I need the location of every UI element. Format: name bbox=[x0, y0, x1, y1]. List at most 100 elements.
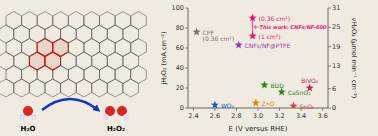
y-tick-label: 40 bbox=[176, 64, 184, 72]
y-tick bbox=[185, 28, 188, 29]
hexagon bbox=[123, 52, 139, 70]
hexagon bbox=[107, 52, 123, 70]
hexagon bbox=[22, 39, 38, 57]
defect-hexagon bbox=[53, 39, 69, 57]
x-tick-label: 2.6 bbox=[210, 112, 220, 120]
star-point bbox=[260, 81, 268, 89]
x-tick-label: 3.4 bbox=[296, 112, 306, 120]
x-tick-label: 3.0 bbox=[253, 112, 263, 120]
x-tick-label: 3.2 bbox=[274, 112, 284, 120]
point-label: (0.36 cm²) bbox=[259, 15, 291, 22]
hexagon bbox=[14, 79, 30, 97]
hexagon bbox=[123, 25, 139, 43]
y-tick-label: 100 bbox=[172, 4, 184, 12]
hexagon bbox=[131, 12, 147, 30]
hexagon bbox=[45, 25, 61, 43]
y-tick bbox=[185, 108, 188, 109]
hexagon bbox=[68, 39, 84, 57]
hexagon bbox=[14, 52, 30, 70]
y-tick bbox=[185, 8, 188, 9]
hexagon bbox=[29, 25, 45, 43]
star-point bbox=[193, 28, 201, 36]
point-label: ZnO bbox=[262, 100, 275, 107]
hexagon bbox=[84, 12, 100, 30]
hexagon bbox=[0, 25, 14, 43]
hexagon bbox=[61, 25, 77, 43]
y-tick bbox=[185, 48, 188, 49]
hexagon bbox=[115, 12, 131, 30]
y2-tick-label: 6 bbox=[332, 85, 336, 93]
y2-tick bbox=[328, 46, 331, 47]
x-tick-label: 2.8 bbox=[231, 112, 241, 120]
point-label: (0.36 cm²) bbox=[203, 35, 235, 42]
hexagon bbox=[29, 79, 45, 97]
x-axis-label: E (V versus RHE) bbox=[229, 125, 288, 133]
hexagon bbox=[61, 79, 77, 97]
point-label: CNFs/NF@PTFE bbox=[245, 42, 291, 50]
hexagon bbox=[76, 25, 92, 43]
hexagon bbox=[84, 39, 100, 57]
y-tick bbox=[185, 88, 188, 89]
graphene-lattice bbox=[0, 12, 146, 98]
y2-tick-label: 19 bbox=[332, 43, 340, 51]
y2-axis-label: vH₂O₂ (μmol min⁻¹ cm⁻²) bbox=[350, 18, 358, 99]
hexagon bbox=[45, 79, 61, 97]
y-tick-label: 60 bbox=[176, 44, 184, 52]
hexagon bbox=[100, 12, 116, 30]
hexagon bbox=[6, 12, 22, 30]
hexagon bbox=[37, 12, 53, 30]
star-point bbox=[252, 99, 260, 107]
x-tick bbox=[193, 108, 194, 111]
x-tick bbox=[258, 108, 259, 111]
point-label: SnO₂ bbox=[300, 103, 315, 110]
hexagon bbox=[107, 25, 123, 43]
point-label: CaSnO₃ bbox=[288, 89, 311, 96]
y-tick-label: 80 bbox=[176, 24, 184, 32]
x-tick bbox=[236, 108, 237, 111]
atom bbox=[103, 114, 109, 120]
hexagon bbox=[6, 66, 22, 84]
hexagon bbox=[84, 66, 100, 84]
hexagon bbox=[76, 52, 92, 70]
hexagon bbox=[131, 66, 147, 84]
point-label: BiVO₄ bbox=[301, 77, 319, 84]
annotation-arrow bbox=[254, 25, 259, 29]
star-point bbox=[211, 101, 219, 108]
hexagon bbox=[115, 39, 131, 57]
y2-tick-label: 13 bbox=[332, 62, 340, 70]
point-label: WO₃ bbox=[221, 102, 235, 109]
defect-hexagon bbox=[37, 39, 53, 57]
atom bbox=[19, 114, 25, 120]
annotation: This work: CNFs/NF-600 bbox=[260, 24, 327, 30]
x-tick bbox=[214, 108, 215, 111]
star-point bbox=[290, 102, 298, 108]
hexagon bbox=[92, 79, 108, 97]
hexagon bbox=[0, 79, 14, 97]
hexagon bbox=[92, 52, 108, 70]
atom bbox=[123, 114, 129, 120]
y-tick-label: 0 bbox=[180, 104, 184, 112]
y2-tick-label: 0 bbox=[332, 104, 336, 112]
y-axis-line bbox=[188, 8, 189, 108]
y2-axis-line bbox=[328, 8, 329, 108]
point-label: BDD bbox=[270, 82, 284, 89]
x-tick-label: 2.4 bbox=[188, 112, 198, 120]
y2-tick bbox=[328, 108, 331, 109]
x-tick-label: 3.6 bbox=[317, 112, 327, 120]
hexagon bbox=[100, 66, 116, 84]
hexagon bbox=[14, 25, 30, 43]
star-point bbox=[278, 88, 286, 96]
hexagon bbox=[76, 79, 92, 97]
y-tick-label: 20 bbox=[176, 84, 184, 92]
star-point bbox=[249, 14, 257, 22]
hexagon bbox=[123, 79, 139, 97]
x-tick bbox=[322, 108, 323, 111]
y-axis-label: jH₂O₂ (mA cm⁻²) bbox=[160, 32, 168, 86]
hexagon bbox=[115, 66, 131, 84]
hexagon bbox=[6, 39, 22, 57]
hexagon bbox=[68, 66, 84, 84]
star-point bbox=[249, 32, 257, 40]
hexagon bbox=[22, 12, 38, 30]
hexagon bbox=[100, 39, 116, 57]
y2-tick bbox=[328, 27, 331, 28]
